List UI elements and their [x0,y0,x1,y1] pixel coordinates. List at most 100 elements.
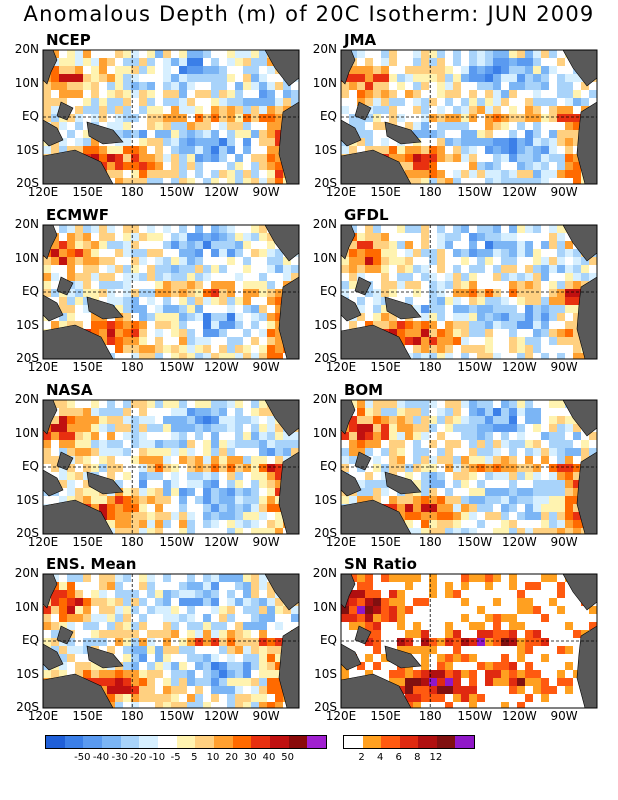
anomaly-cell [493,225,502,234]
anomaly-cell [251,654,260,663]
anomaly-cell [235,504,244,513]
anomaly-cell [67,472,76,481]
anomaly-cell [429,154,438,163]
anomaly-cell [243,590,252,599]
anomaly-cell [267,114,276,123]
colorbar-swatch [436,736,456,748]
anomaly-cell [227,424,236,433]
anomaly-cell [501,233,510,242]
anomaly-cell [59,138,68,147]
anomaly-cell [557,257,566,266]
anomaly-cell [171,646,180,655]
anomaly-cell [275,114,284,123]
anomaly-cell [557,448,566,457]
anomaly-cell [259,662,268,671]
anomaly-cell [51,440,60,449]
anomaly-cell [445,472,454,481]
anomaly-cell [219,82,228,91]
anomaly-cell [195,574,204,583]
anomaly-cell [373,670,382,679]
anomaly-cell [397,241,406,250]
anomaly-cell [381,598,390,607]
anomaly-cell [477,614,486,623]
anomaly-cell [195,702,204,709]
anomaly-cell [195,606,204,615]
anomaly-cell [413,225,422,234]
anomaly-cell [59,122,68,131]
anomaly-cell [227,400,236,409]
anomaly-cell [397,74,406,83]
anomaly-cell [453,106,462,115]
anomaly-cell [83,74,92,83]
anomaly-cell [381,297,390,306]
anomaly-cell [373,638,382,647]
anomaly-cell [187,74,196,83]
anomaly-cell [565,614,574,623]
anomaly-cell [445,464,454,473]
anomaly-cell [75,424,84,433]
anomaly-cell [163,622,172,631]
anomaly-cell [203,424,212,433]
anomaly-cell [251,480,260,489]
anomaly-cell [283,614,292,623]
anomaly-cell [445,329,454,338]
anomaly-cell [259,464,268,473]
anomaly-cell [139,98,148,107]
anomaly-cell [421,472,430,481]
anomaly-cell [373,630,382,639]
anomaly-cell [147,646,156,655]
anomaly-cell [453,400,462,409]
anomaly-cell [227,520,236,529]
anomaly-cell [107,606,116,615]
anomaly-cell [589,90,598,99]
anomaly-cell [365,289,374,298]
anomaly-cell [477,154,486,163]
anomaly-cell [525,241,534,250]
anomaly-cell [195,345,204,354]
anomaly-cell [357,670,366,679]
anomaly-cell [437,512,446,521]
anomaly-cell [485,170,494,179]
anomaly-cell [163,106,172,115]
anomaly-cell [501,416,510,425]
anomaly-cell [533,472,542,481]
anomaly-cell [99,50,108,59]
anomaly-cell [147,662,156,671]
anomaly-cell [275,472,284,481]
anomaly-cell [67,654,76,663]
anomaly-cell [557,440,566,449]
anomaly-cell [43,614,52,623]
anomaly-cell [203,590,212,599]
anomaly-cell [267,265,276,274]
anomaly-cell [573,313,582,322]
anomaly-cell [203,66,212,75]
anomaly-cell [107,66,116,75]
anomaly-cell [477,122,486,131]
anomaly-cell [557,225,566,234]
anomaly-cell [405,154,414,163]
anomaly-cell [525,66,534,75]
anomaly-cell [115,686,124,695]
anomaly-cell [357,654,366,663]
anomaly-cell [227,345,236,354]
anomaly-cell [275,614,284,623]
anomaly-cell [115,249,124,258]
anomaly-cell [131,122,140,131]
lat-tick-label: 10N [14,425,39,440]
anomaly-cell [437,686,446,695]
anomaly-cell [147,590,156,599]
anomaly-cell [501,520,510,529]
anomaly-cell [219,273,228,282]
anomaly-cell [115,606,124,615]
anomaly-cell [203,154,212,163]
anomaly-cell [155,408,164,417]
anomaly-cell [341,273,350,282]
anomaly-cell [517,678,526,687]
anomaly-cell [469,297,478,306]
anomaly-cell [147,654,156,663]
anomaly-cell [421,241,430,250]
anomaly-cell [171,122,180,131]
anomaly-cell [469,456,478,465]
anomaly-cell [429,606,438,615]
anomaly-cell [259,456,268,465]
